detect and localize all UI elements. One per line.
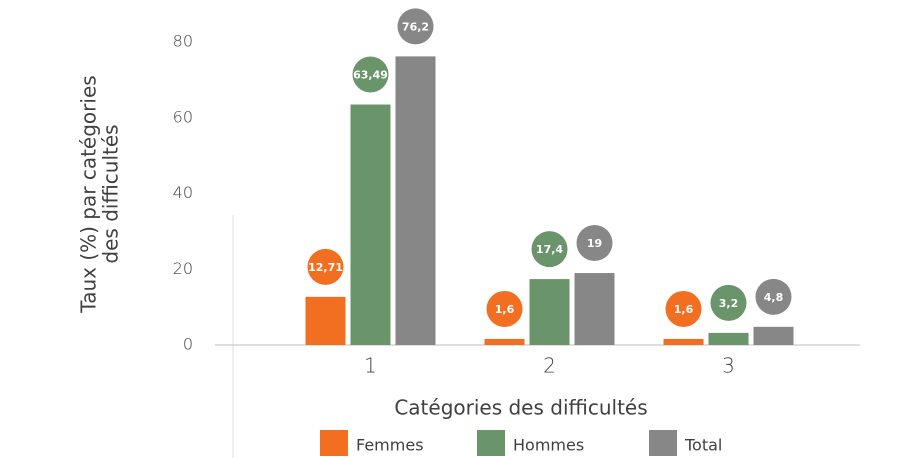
value-label: 76,2 [402,20,429,33]
value-label: 4,8 [764,291,784,304]
legend-label: Femmes [356,436,424,455]
value-label: 17,4 [536,243,563,256]
x-tick-label: 1 [364,354,377,378]
value-label: 63,49 [353,69,388,82]
value-label: 12,71 [308,261,343,274]
value-label-badge [665,290,702,327]
y-axis-title-line: Taux (%) par catégories [77,75,101,313]
y-tick-label: 0 [183,335,193,354]
y-tick-label: 60 [173,107,193,126]
legend-swatch [477,430,505,456]
bar [663,338,704,345]
legend-swatch [320,430,348,456]
bar [753,326,794,345]
bar [350,104,391,346]
x-tick-label: 2 [543,354,556,378]
value-label-badge [755,278,792,315]
y-tick-label: 80 [173,32,193,51]
value-label: 1,6 [674,303,694,316]
value-label-badge [397,8,434,45]
legend-label: Total [684,436,722,455]
bar [708,332,749,345]
value-label-badge [352,56,389,93]
value-label-badge [486,290,523,327]
bar [395,56,436,346]
value-label: 3,2 [719,297,739,310]
legend-label: Hommes [513,436,584,455]
bar [574,273,615,345]
value-label-badge [576,225,613,262]
x-axis-title: Catégories des difficultés [394,396,647,420]
value-label: 1,6 [495,303,515,316]
y-tick-label: 20 [173,259,193,278]
y-tick-label: 40 [173,183,193,202]
value-label: 19 [587,237,602,250]
bar [305,296,346,345]
bar [484,338,525,345]
value-label-badge [307,248,344,285]
value-label-badge [531,231,568,268]
value-label-badge [710,284,747,321]
x-tick-label: 3 [722,354,735,378]
y-axis-title-line: des difficultés [99,124,123,263]
y-axis-title: Taux (%) par catégories des difficultés [77,75,123,313]
bar [529,279,570,345]
legend-swatch [649,430,677,456]
